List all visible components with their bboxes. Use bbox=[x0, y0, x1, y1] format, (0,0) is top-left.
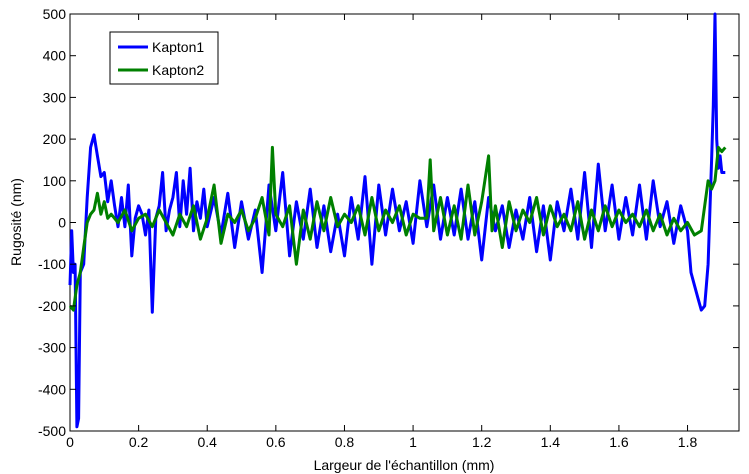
x-tick-label: 0 bbox=[66, 434, 74, 450]
y-tick-label: 500 bbox=[43, 6, 67, 22]
series-line-kapton2 bbox=[68, 145, 727, 312]
y-tick-label: -100 bbox=[38, 256, 66, 272]
x-tick-label: 1 bbox=[409, 434, 417, 450]
x-tick-label: 1.2 bbox=[472, 434, 492, 450]
legend: Kapton1 Kapton2 bbox=[109, 31, 219, 85]
x-tick-label: 0.8 bbox=[335, 434, 355, 450]
y-tick-label: 300 bbox=[43, 89, 67, 105]
y-tick-label: 100 bbox=[43, 173, 67, 189]
series-line-kapton1 bbox=[68, 12, 726, 429]
legend-label-kapton1: Kapton1 bbox=[152, 39, 204, 55]
x-axis-label: Largeur de l'échantillon (mm) bbox=[314, 457, 495, 473]
legend-box bbox=[109, 31, 219, 85]
x-tick-label: 1.6 bbox=[609, 434, 629, 450]
x-tick-label: 1.8 bbox=[678, 434, 698, 450]
x-axis: 0 0.2 0.4 0.6 0.8 1 1.2 1.4 1.6 1.8 bbox=[66, 14, 697, 450]
x-tick-label: 0.6 bbox=[266, 434, 286, 450]
y-tick-label: 0 bbox=[58, 215, 66, 231]
y-tick-label: 200 bbox=[43, 131, 67, 147]
x-tick-label: 0.2 bbox=[129, 434, 149, 450]
x-tick-label: 0.4 bbox=[197, 434, 217, 450]
y-tick-label: -200 bbox=[38, 298, 66, 314]
y-tick-label: -500 bbox=[38, 423, 66, 439]
y-tick-label: -300 bbox=[38, 340, 66, 356]
plot-lines bbox=[68, 12, 727, 429]
y-tick-label: 400 bbox=[43, 48, 67, 64]
y-axis-label: Rugosité (nm) bbox=[8, 178, 24, 266]
x-tick-label: 1.4 bbox=[541, 434, 561, 450]
legend-label-kapton2: Kapton2 bbox=[152, 62, 204, 78]
y-axis: 500 400 300 200 100 0 -100 -200 -300 -400 -500 bbox=[38, 6, 739, 439]
y-tick-label: -400 bbox=[38, 381, 66, 397]
